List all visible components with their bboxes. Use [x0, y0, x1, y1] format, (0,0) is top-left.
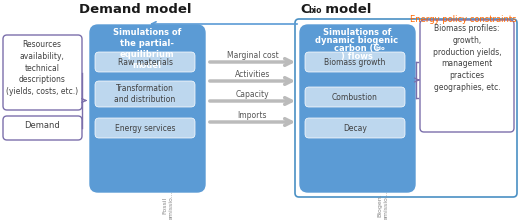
Text: Capacity: Capacity: [236, 90, 269, 99]
FancyBboxPatch shape: [300, 25, 415, 192]
Text: Fossil
emissio...: Fossil emissio...: [163, 190, 173, 220]
Text: Biomass profiles:
growth,
production yields,
management
practices
geographies, e: Biomass profiles: growth, production yie…: [433, 24, 501, 92]
Text: Demand model: Demand model: [79, 3, 191, 16]
Text: Demand: Demand: [24, 121, 60, 130]
Text: Resources
availability,
technical
descriptions
(yields, costs, etc.): Resources availability, technical descri…: [6, 40, 78, 96]
Text: dynamic biogenic: dynamic biogenic: [316, 36, 398, 45]
Text: Activities: Activities: [235, 70, 270, 79]
Text: Energy policy constraints: Energy policy constraints: [410, 15, 516, 24]
Text: Simulations of
the partial-
equilibrium
model: Simulations of the partial- equilibrium …: [113, 28, 181, 70]
FancyBboxPatch shape: [3, 35, 82, 110]
Text: ) flows: ) flows: [341, 52, 373, 61]
FancyBboxPatch shape: [305, 52, 405, 72]
Text: Decay: Decay: [343, 123, 367, 132]
FancyBboxPatch shape: [95, 81, 195, 107]
Text: Simulations of: Simulations of: [323, 28, 391, 37]
Text: Biomass growth: Biomass growth: [324, 57, 386, 66]
Text: Combustion: Combustion: [332, 92, 378, 101]
Text: Biogen.
emissio...: Biogen. emissio...: [378, 190, 388, 220]
FancyBboxPatch shape: [305, 118, 405, 138]
Text: carbon (C: carbon (C: [334, 44, 380, 53]
Text: model: model: [316, 3, 371, 16]
Text: Imports: Imports: [238, 111, 267, 120]
Text: C: C: [300, 3, 309, 16]
Text: Raw materials: Raw materials: [118, 57, 173, 66]
FancyBboxPatch shape: [305, 87, 405, 107]
Text: Energy services: Energy services: [115, 123, 175, 132]
FancyBboxPatch shape: [420, 20, 514, 132]
Text: bio: bio: [308, 6, 321, 15]
FancyBboxPatch shape: [90, 25, 205, 192]
FancyBboxPatch shape: [3, 116, 82, 140]
Text: bio: bio: [376, 46, 386, 51]
Text: Transformation
and distribution: Transformation and distribution: [114, 84, 176, 104]
Text: Marginal cost: Marginal cost: [227, 51, 278, 60]
FancyBboxPatch shape: [95, 118, 195, 138]
FancyBboxPatch shape: [95, 52, 195, 72]
